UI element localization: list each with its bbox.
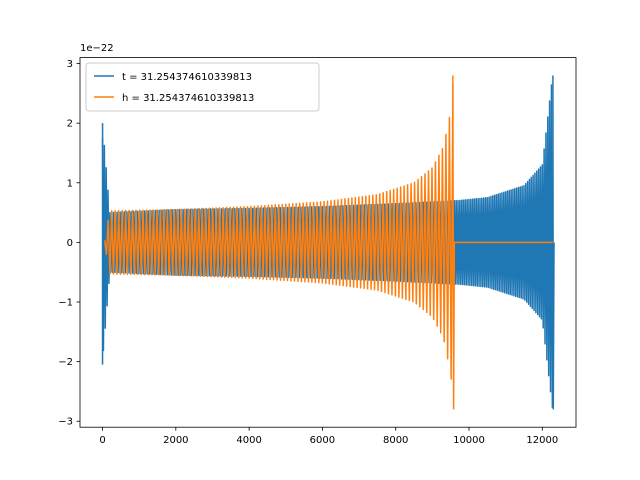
x-axis: 0 2000 4000 6000 8000 10000 12000 <box>99 427 558 446</box>
plot-area <box>79 57 577 428</box>
series-line-t-merger <box>552 75 555 410</box>
y-tick-label: 0 <box>67 238 73 249</box>
legend-label-h: h = 31.254374610339813 <box>122 93 254 104</box>
x-tick-label: 2000 <box>163 435 188 446</box>
series-line-h-tail <box>452 75 554 410</box>
y-tick-label: 3 <box>67 59 73 70</box>
y-offset-label: 1e−22 <box>80 43 114 54</box>
x-tick-label: 6000 <box>310 435 335 446</box>
y-tick-label: −2 <box>58 357 73 368</box>
x-tick-label: 8000 <box>383 435 408 446</box>
legend-frame <box>85 62 320 112</box>
series-line-h <box>103 84 454 380</box>
x-tick-label: 12000 <box>526 435 558 446</box>
legend-label-t: t = 31.254374610339813 <box>122 72 252 83</box>
x-tick-label: 0 <box>99 435 105 446</box>
legend: t = 31.254374610339813 h = 31.2543746103… <box>85 62 320 112</box>
y-axis: −3 −2 −1 0 1 2 3 <box>58 59 80 428</box>
x-tick-label: 4000 <box>236 435 261 446</box>
series-layer <box>101 75 555 410</box>
y-tick-label: 2 <box>67 119 73 130</box>
y-tick-label: −1 <box>58 298 73 309</box>
x-tick-label: 10000 <box>453 435 485 446</box>
y-tick-label: −3 <box>58 417 73 428</box>
y-tick-label: 1 <box>67 178 73 189</box>
